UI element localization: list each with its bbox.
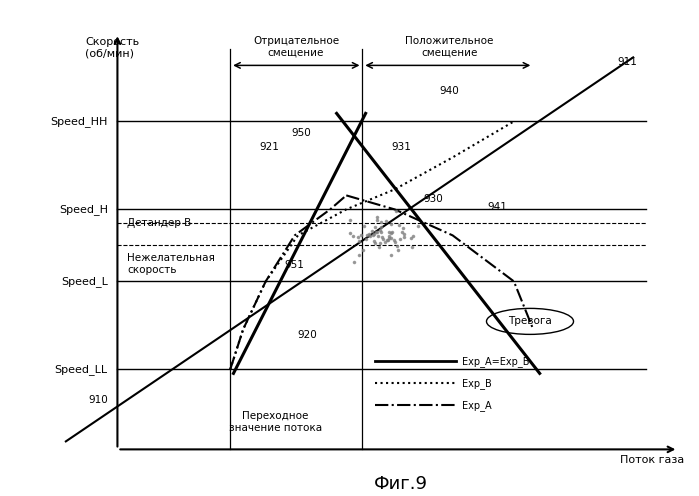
Point [383,234,394,242]
Text: Переходное
значение потока: Переходное значение потока [229,411,322,433]
Text: 921: 921 [259,142,279,152]
Text: Exp_A: Exp_A [462,400,492,411]
Text: Скорость
(об/мин): Скорость (об/мин) [85,37,139,59]
Text: 930: 930 [424,194,443,204]
Text: Speed_H: Speed_H [59,204,108,215]
Point [396,228,408,236]
Point [386,229,397,237]
Text: Speed_L: Speed_L [61,276,108,287]
Text: Speed_LL: Speed_LL [55,364,108,375]
Point [371,228,382,236]
Point [374,243,385,251]
Point [366,227,377,235]
Point [363,231,374,239]
Point [389,236,400,244]
Point [385,220,396,228]
Point [398,233,409,241]
Point [354,251,365,259]
Text: Тревога: Тревога [508,316,552,326]
Point [384,232,395,240]
Point [355,231,366,239]
Point [379,239,390,247]
Point [357,246,368,254]
Point [361,231,373,239]
Point [359,222,370,230]
Point [374,240,385,248]
Point [377,233,388,241]
Text: 931: 931 [391,142,411,152]
Text: 941: 941 [488,202,507,212]
Point [375,218,387,226]
Point [383,229,394,237]
Point [377,235,389,243]
Point [397,224,408,232]
Point [375,223,387,231]
Point [367,231,378,239]
Point [385,250,396,258]
Point [368,231,380,239]
Text: Детандер В: Детандер В [127,218,192,228]
Text: Нежелательная
скорость: Нежелательная скорость [127,253,215,275]
Text: 950: 950 [291,128,311,138]
Point [368,237,380,245]
Point [413,222,424,230]
Point [385,235,396,243]
Point [391,207,402,215]
Text: 910: 910 [88,395,108,405]
Point [389,238,401,246]
Point [364,232,375,240]
Point [369,223,380,231]
Point [375,228,387,236]
Text: Отрицательное
смещение: Отрицательное смещение [253,36,339,58]
Text: Фиг.9: Фиг.9 [374,475,428,494]
Text: 911: 911 [617,58,637,67]
Point [382,236,394,244]
Text: 920: 920 [298,330,317,340]
Point [371,213,382,221]
Text: Exp_B: Exp_B [462,378,492,389]
Point [407,244,418,251]
Point [386,228,397,236]
Point [371,228,382,236]
Text: Speed_HH: Speed_HH [50,116,108,127]
Point [353,233,364,241]
Point [391,243,402,250]
Point [370,240,381,248]
Point [344,229,355,237]
Text: 940: 940 [440,86,459,96]
Point [408,232,419,240]
Point [354,237,365,245]
Point [382,237,393,245]
Point [394,221,405,229]
Text: Поток газа: Поток газа [621,455,685,465]
Point [345,216,356,224]
Point [347,232,359,240]
Point [371,216,382,224]
Text: Положительное
смещение: Положительное смещение [405,36,493,58]
Point [348,257,359,265]
Point [393,246,404,253]
Text: 951: 951 [284,260,305,270]
Text: Exp_A=Exp_B: Exp_A=Exp_B [462,356,530,367]
Point [406,234,417,242]
Point [394,235,405,243]
Point [374,226,385,234]
Point [380,217,391,225]
Point [360,235,371,243]
Point [373,232,384,240]
Point [398,230,410,238]
